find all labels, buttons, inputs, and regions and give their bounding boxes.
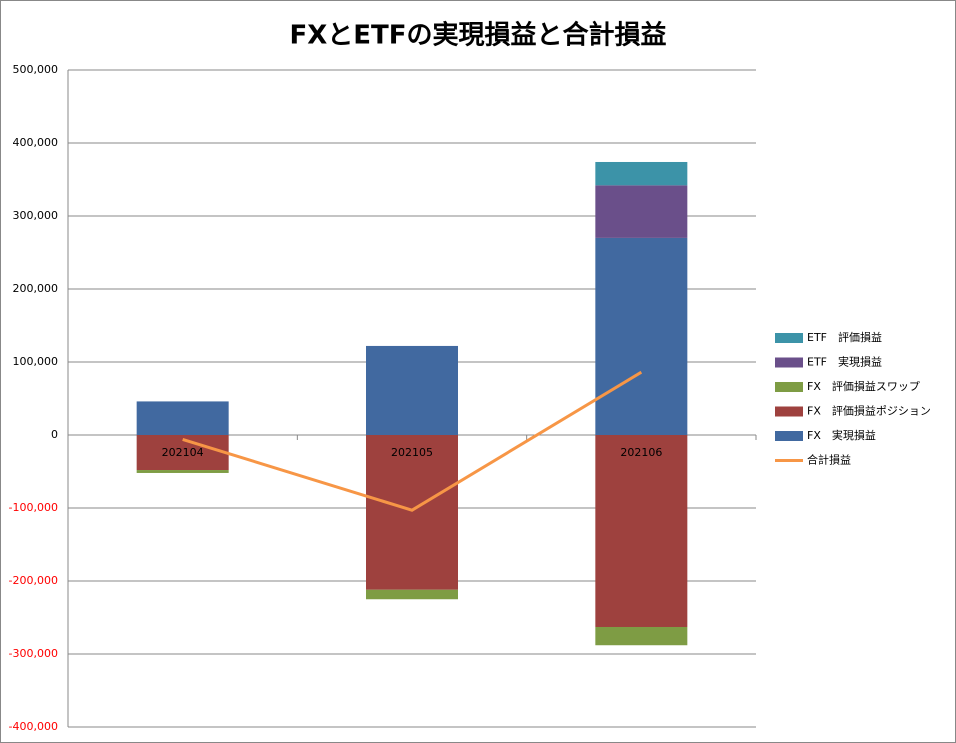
legend-label: FX 評価損益ポジション: [807, 404, 931, 418]
y-tick-label: 500,000: [13, 63, 59, 76]
legend-label: FX 実現損益: [807, 428, 876, 442]
bar-segment: [366, 589, 458, 600]
bar-segment: [136, 470, 229, 473]
legend-label: FX 評価損益スワップ: [807, 379, 920, 393]
legend-swatch: [775, 431, 803, 441]
chart-title: FXとETFの実現損益と合計損益: [289, 20, 666, 51]
x-tick-label: 202104: [162, 446, 204, 459]
y-tick-label: 400,000: [13, 136, 59, 149]
y-tick-label: -400,000: [9, 720, 58, 733]
bar-segment: [595, 626, 688, 646]
y-tick-label: -200,000: [9, 574, 58, 587]
legend-label: ETF 実現損益: [807, 355, 882, 369]
legend-label: ETF 評価損益: [807, 330, 882, 344]
bar-segment: [595, 435, 688, 627]
bar-segment: [595, 185, 688, 238]
x-tick-label: 202106: [620, 446, 662, 459]
y-tick-label: -100,000: [9, 501, 58, 514]
y-tick-label: 200,000: [13, 282, 59, 295]
y-tick-label: -300,000: [9, 647, 58, 660]
bar-segment: [136, 401, 229, 435]
bar-segment: [366, 345, 458, 435]
bar-segment: [595, 161, 688, 186]
legend-label: 合計損益: [807, 453, 851, 467]
x-tick-label: 202105: [391, 446, 433, 459]
legend-swatch: [775, 382, 803, 392]
y-tick-label: 0: [51, 428, 58, 441]
bar-segment: [595, 237, 688, 435]
legend-swatch: [775, 406, 803, 417]
legend-swatch: [775, 357, 803, 368]
legend-swatch: [775, 333, 803, 343]
y-tick-label: 300,000: [13, 209, 59, 222]
bar-segment: [366, 435, 458, 590]
y-tick-label: 100,000: [13, 355, 59, 368]
line-series: [182, 370, 643, 512]
